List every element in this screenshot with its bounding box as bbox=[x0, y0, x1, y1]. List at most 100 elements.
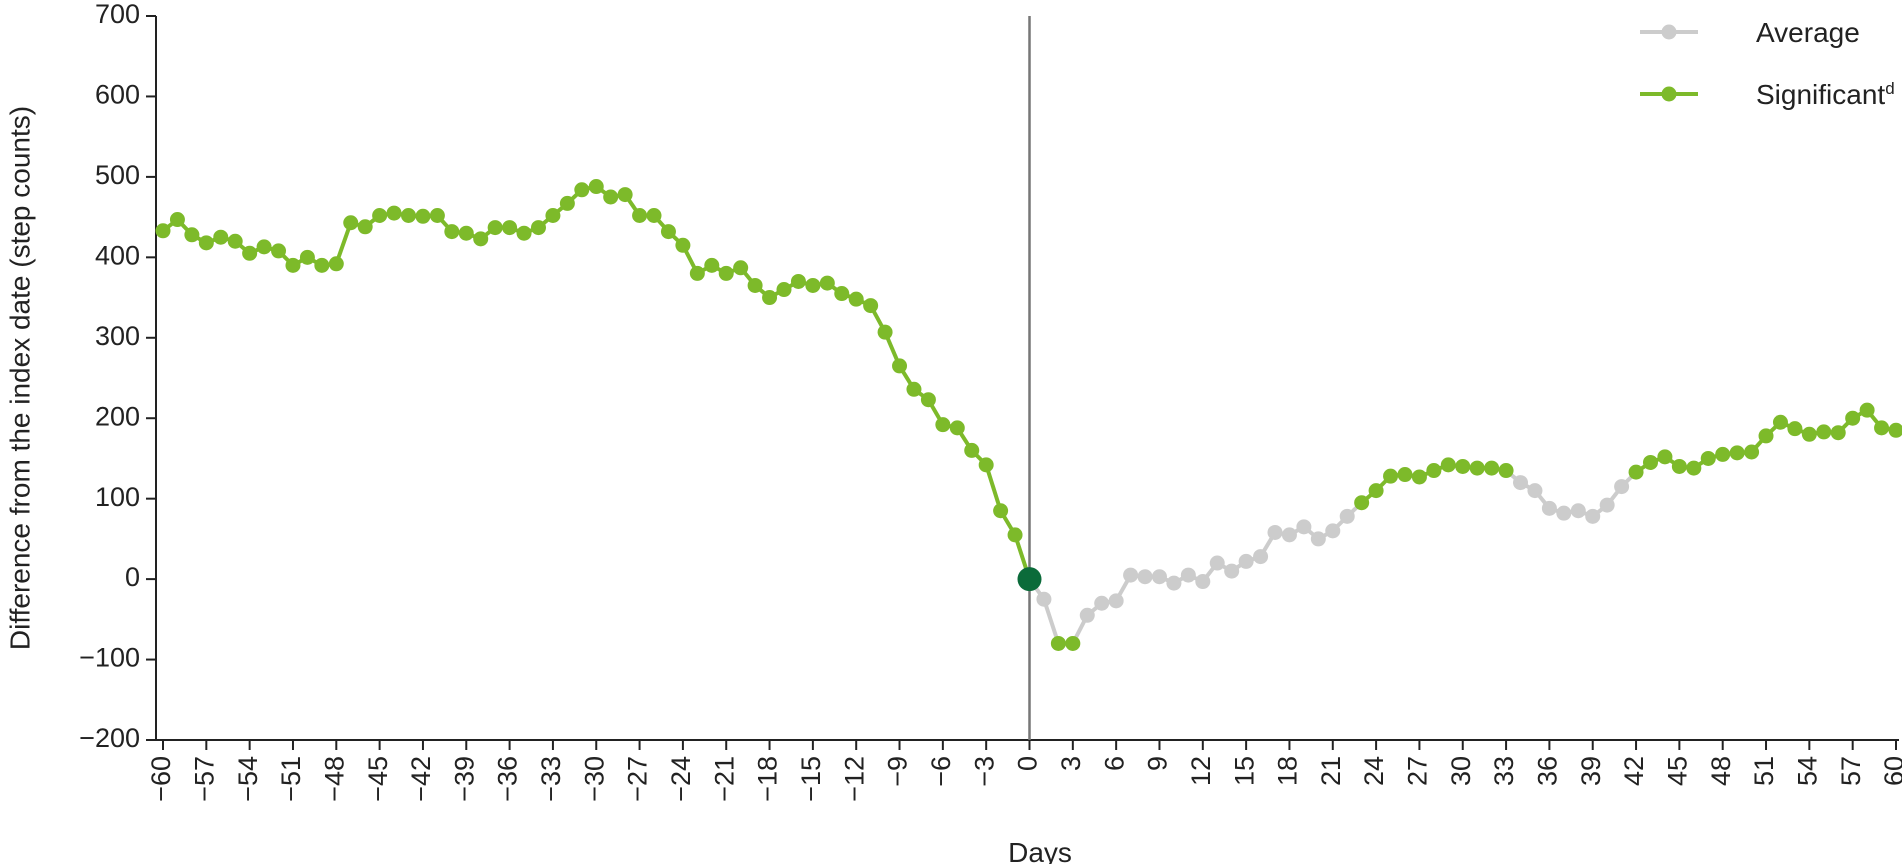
point bbox=[978, 457, 994, 473]
point bbox=[1657, 449, 1673, 465]
point bbox=[1368, 483, 1384, 499]
point bbox=[660, 224, 676, 240]
point bbox=[1541, 500, 1557, 516]
point bbox=[401, 208, 417, 224]
x-tick-label: 18 bbox=[1273, 756, 1303, 786]
x-tick-label: −54 bbox=[233, 756, 263, 802]
point bbox=[1123, 567, 1139, 583]
x-tick-label: 48 bbox=[1706, 756, 1736, 786]
point bbox=[502, 220, 518, 236]
x-tick-label: 12 bbox=[1186, 756, 1216, 786]
y-tick-label: 100 bbox=[95, 482, 140, 512]
point bbox=[328, 256, 344, 272]
point bbox=[892, 358, 908, 374]
point bbox=[1498, 463, 1514, 479]
point bbox=[1830, 425, 1846, 441]
point bbox=[1354, 495, 1370, 511]
point bbox=[1888, 422, 1902, 438]
point bbox=[617, 187, 633, 203]
point bbox=[1440, 457, 1456, 473]
x-tick-label: −42 bbox=[406, 756, 436, 802]
point bbox=[848, 291, 864, 307]
point bbox=[285, 257, 301, 273]
y-tick-label: 0 bbox=[125, 562, 140, 592]
point bbox=[1801, 426, 1817, 442]
point bbox=[1426, 463, 1442, 479]
point bbox=[790, 273, 806, 289]
point bbox=[632, 208, 648, 224]
x-tick-label: 15 bbox=[1229, 756, 1259, 786]
x-tick-label: 51 bbox=[1749, 756, 1779, 786]
point bbox=[299, 249, 315, 265]
y-axis-label: Difference from the index date (step cou… bbox=[4, 106, 35, 650]
y-tick-label: 700 bbox=[95, 0, 140, 29]
y-tick-label: −200 bbox=[79, 723, 140, 753]
point bbox=[1151, 569, 1167, 585]
x-tick-label: 27 bbox=[1403, 756, 1433, 786]
point bbox=[1729, 445, 1745, 461]
point bbox=[1556, 505, 1572, 521]
point bbox=[675, 237, 691, 253]
y-tick-label: 400 bbox=[95, 240, 140, 270]
x-tick-label: −3 bbox=[969, 756, 999, 787]
point bbox=[1469, 460, 1485, 476]
legend-marker bbox=[1661, 86, 1677, 102]
x-tick-label: −39 bbox=[449, 756, 479, 802]
x-tick-label: −15 bbox=[796, 756, 826, 802]
point bbox=[704, 257, 720, 273]
point bbox=[1614, 479, 1630, 495]
point bbox=[1484, 460, 1500, 476]
point bbox=[1310, 531, 1326, 547]
point bbox=[1599, 497, 1615, 513]
x-tick-label: −33 bbox=[536, 756, 566, 802]
x-tick-label: 0 bbox=[1013, 756, 1043, 771]
point bbox=[429, 208, 445, 224]
legend-sup: d bbox=[1885, 79, 1894, 98]
point bbox=[1296, 519, 1312, 535]
x-tick-label: 39 bbox=[1576, 756, 1606, 786]
point bbox=[964, 442, 980, 458]
point bbox=[473, 231, 489, 247]
point bbox=[1758, 428, 1774, 444]
point bbox=[1686, 460, 1702, 476]
point bbox=[1108, 593, 1124, 609]
point bbox=[256, 239, 272, 255]
point bbox=[574, 182, 590, 198]
point bbox=[1079, 607, 1095, 623]
point bbox=[1397, 467, 1413, 483]
point bbox=[1816, 424, 1832, 440]
point bbox=[920, 392, 936, 408]
point bbox=[1628, 464, 1644, 480]
point bbox=[1281, 527, 1297, 543]
point bbox=[357, 219, 373, 235]
y-tick-label: 600 bbox=[95, 80, 140, 110]
x-tick-label: −21 bbox=[709, 756, 739, 802]
point bbox=[1339, 508, 1355, 524]
point bbox=[559, 195, 575, 211]
point bbox=[877, 324, 893, 340]
point bbox=[1065, 635, 1081, 651]
point bbox=[863, 298, 879, 314]
point bbox=[805, 277, 821, 293]
legend-name: Average bbox=[1756, 17, 1860, 48]
point bbox=[819, 275, 835, 291]
x-tick-label: −24 bbox=[666, 756, 696, 802]
x-tick-label: −60 bbox=[146, 756, 176, 802]
point bbox=[1700, 450, 1716, 466]
x-tick-label: 45 bbox=[1663, 756, 1693, 786]
x-tick-label: 60 bbox=[1879, 756, 1902, 786]
point bbox=[213, 229, 229, 245]
line-segment bbox=[1042, 598, 1061, 645]
point bbox=[487, 220, 503, 236]
x-axis-label: Days bbox=[1008, 837, 1072, 864]
point bbox=[1267, 524, 1283, 540]
x-tick-label: −30 bbox=[579, 756, 609, 802]
point bbox=[1383, 468, 1399, 484]
point bbox=[184, 227, 200, 243]
x-tick-label: −9 bbox=[883, 756, 913, 787]
point bbox=[1224, 563, 1240, 579]
point bbox=[1209, 555, 1225, 571]
point bbox=[1094, 595, 1110, 611]
point bbox=[227, 233, 243, 249]
